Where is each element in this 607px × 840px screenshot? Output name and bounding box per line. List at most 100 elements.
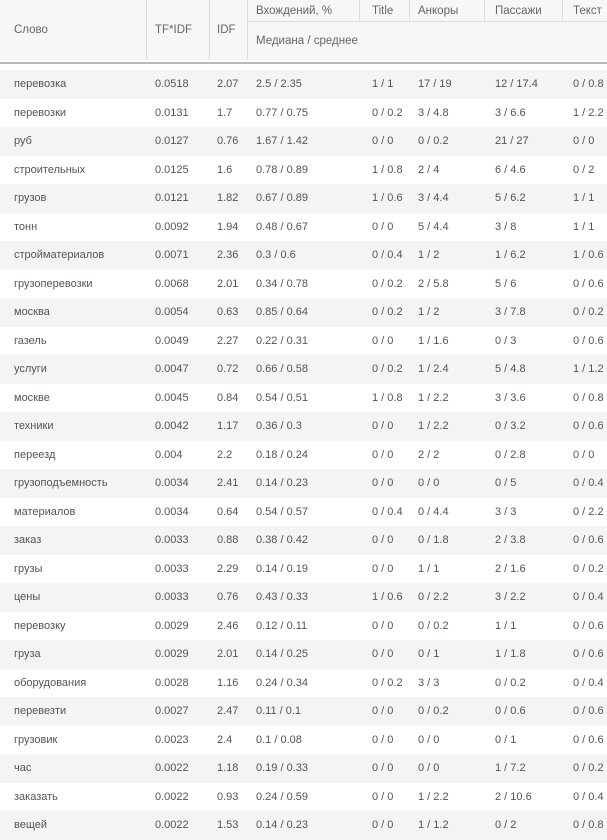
cell-tfidf: 0.0049 — [155, 334, 189, 347]
cell-title: 0 / 0.2 — [372, 676, 403, 689]
cell-idf: 0.72 — [217, 363, 239, 376]
cell-passages: 3 / 3 — [495, 505, 517, 518]
cell-passages: 5 / 6.2 — [495, 192, 526, 205]
cell-idf: 2.01 — [217, 277, 239, 290]
cell-tfidf: 0.0033 — [155, 534, 189, 547]
cell-idf: 2.07 — [217, 78, 239, 91]
cell-occurrences: 0.67 / 0.89 — [256, 192, 308, 205]
cell-passages: 21 / 27 — [495, 135, 529, 148]
cell-passages: 1 / 1.8 — [495, 648, 526, 661]
cell-anchors: 0 / 0.2 — [418, 705, 449, 718]
cell-tfidf: 0.0027 — [155, 705, 189, 718]
cell-idf: 2.2 — [217, 448, 233, 461]
cell-occurrences: 0.24 / 0.59 — [256, 790, 308, 803]
cell-idf: 0.93 — [217, 790, 239, 803]
table-row: грузы 0.0033 2.29 0.14 / 0.19 0 / 0 1 / … — [0, 554, 607, 583]
column-header-word-label: Слово — [14, 24, 48, 36]
cell-text: 1 / 1.2 — [573, 363, 604, 376]
cell-title: 0 / 0 — [372, 477, 394, 490]
cell-word: грузоперевозки — [14, 277, 93, 290]
cell-idf: 2.46 — [217, 619, 239, 632]
table-row: строительных 0.0125 1.6 0.78 / 0.89 1 / … — [0, 155, 607, 184]
cell-idf: 1.16 — [217, 676, 239, 689]
column-header-idf: IDF — [210, 0, 248, 60]
cell-anchors: 0 / 0 — [418, 733, 440, 746]
column-header-idf-label: IDF — [217, 24, 236, 36]
subheader-median-mean: Медиана / среднее — [248, 22, 607, 60]
cell-anchors: 1 / 1.2 — [418, 819, 449, 832]
cell-anchors: 2 / 5.8 — [418, 277, 449, 290]
cell-passages: 12 / 17.4 — [495, 78, 538, 91]
cell-text: 0 / 0.2 — [573, 562, 604, 575]
cell-anchors: 0 / 1.8 — [418, 534, 449, 547]
cell-title: 0 / 0.4 — [372, 249, 403, 262]
cell-tfidf: 0.0054 — [155, 306, 189, 319]
cell-occurrences: 0.48 / 0.67 — [256, 220, 308, 233]
cell-idf: 2.4 — [217, 733, 233, 746]
cell-tfidf: 0.0033 — [155, 562, 189, 575]
cell-text: 0 / 0.8 — [573, 78, 604, 91]
table-row: перевозки 0.0131 1.7 0.77 / 0.75 0 / 0.2… — [0, 98, 607, 127]
table-row: переезд 0.004 2.2 0.18 / 0.24 0 / 0 2 / … — [0, 440, 607, 469]
cell-title: 1 / 1 — [372, 78, 394, 91]
cell-anchors: 0 / 0.2 — [418, 619, 449, 632]
cell-text: 0 / 0.4 — [573, 790, 604, 803]
cell-idf: 2.47 — [217, 705, 239, 718]
cell-text: 0 / 2 — [573, 163, 595, 176]
cell-tfidf: 0.0022 — [155, 790, 189, 803]
table-row: груза 0.0029 2.01 0.14 / 0.25 0 / 0 0 / … — [0, 640, 607, 669]
cell-word: газель — [14, 334, 47, 347]
cell-tfidf: 0.0068 — [155, 277, 189, 290]
table-row: стройматериалов 0.0071 2.36 0.3 / 0.6 0 … — [0, 241, 607, 270]
cell-title: 0 / 0.2 — [372, 363, 403, 376]
cell-text: 0 / 0.8 — [573, 819, 604, 832]
cell-idf: 1.6 — [217, 163, 233, 176]
cell-tfidf: 0.0092 — [155, 220, 189, 233]
cell-word: час — [14, 762, 32, 775]
cell-title: 0 / 0 — [372, 420, 394, 433]
cell-title: 1 / 0.8 — [372, 163, 403, 176]
cell-occurrences: 0.14 / 0.23 — [256, 477, 308, 490]
cell-occurrences: 0.85 / 0.64 — [256, 306, 308, 319]
cell-anchors: 0 / 2.2 — [418, 591, 449, 604]
table-row: час 0.0022 1.18 0.19 / 0.33 0 / 0 0 / 0 … — [0, 754, 607, 783]
cell-anchors: 1 / 2 — [418, 249, 440, 262]
header-gap — [0, 60, 607, 62]
cell-idf: 1.17 — [217, 420, 239, 433]
cell-text: 0 / 0.4 — [573, 477, 604, 490]
cell-title: 1 / 0.6 — [372, 591, 403, 604]
cell-title: 0 / 0 — [372, 790, 394, 803]
table-row: услуги 0.0047 0.72 0.66 / 0.58 0 / 0.2 1… — [0, 355, 607, 384]
cell-idf: 0.63 — [217, 306, 239, 319]
cell-text: 0 / 0.4 — [573, 676, 604, 689]
cell-occurrences: 0.3 / 0.6 — [256, 249, 296, 262]
header-separator-line — [0, 62, 607, 64]
cell-tfidf: 0.0071 — [155, 249, 189, 262]
cell-anchors: 3 / 4.8 — [418, 106, 449, 119]
cell-passages: 0 / 2 — [495, 819, 517, 832]
cell-text: 1 / 2.2 — [573, 106, 604, 119]
cell-anchors: 3 / 4.4 — [418, 192, 449, 205]
table-row: руб 0.0127 0.76 1.67 / 1.42 0 / 0 0 / 0.… — [0, 127, 607, 156]
cell-word: грузов — [14, 192, 47, 205]
cell-passages: 3 / 2.2 — [495, 591, 526, 604]
cell-text: 1 / 0.6 — [573, 249, 604, 262]
cell-tfidf: 0.0034 — [155, 505, 189, 518]
cell-tfidf: 0.0034 — [155, 477, 189, 490]
cell-occurrences: 0.38 / 0.42 — [256, 534, 308, 547]
cell-tfidf: 0.0029 — [155, 619, 189, 632]
cell-word: оборудования — [14, 676, 87, 689]
cell-text: 0 / 0 — [573, 448, 595, 461]
table-row: заказ 0.0033 0.88 0.38 / 0.42 0 / 0 0 / … — [0, 526, 607, 555]
cell-word: перевозки — [14, 106, 67, 119]
cell-idf: 0.88 — [217, 534, 239, 547]
cell-text: 1 / 1 — [573, 192, 595, 205]
table-row: техники 0.0042 1.17 0.36 / 0.3 0 / 0 1 /… — [0, 412, 607, 441]
cell-text: 0 / 0 — [573, 135, 595, 148]
table-row: грузов 0.0121 1.82 0.67 / 0.89 1 / 0.6 3… — [0, 184, 607, 213]
cell-anchors: 1 / 1.6 — [418, 334, 449, 347]
column-header-occurrences-label: Вхождений, % — [256, 4, 333, 17]
column-header-anchors: Анкоры — [410, 0, 485, 21]
column-header-passages-label: Пассажи — [495, 4, 542, 17]
